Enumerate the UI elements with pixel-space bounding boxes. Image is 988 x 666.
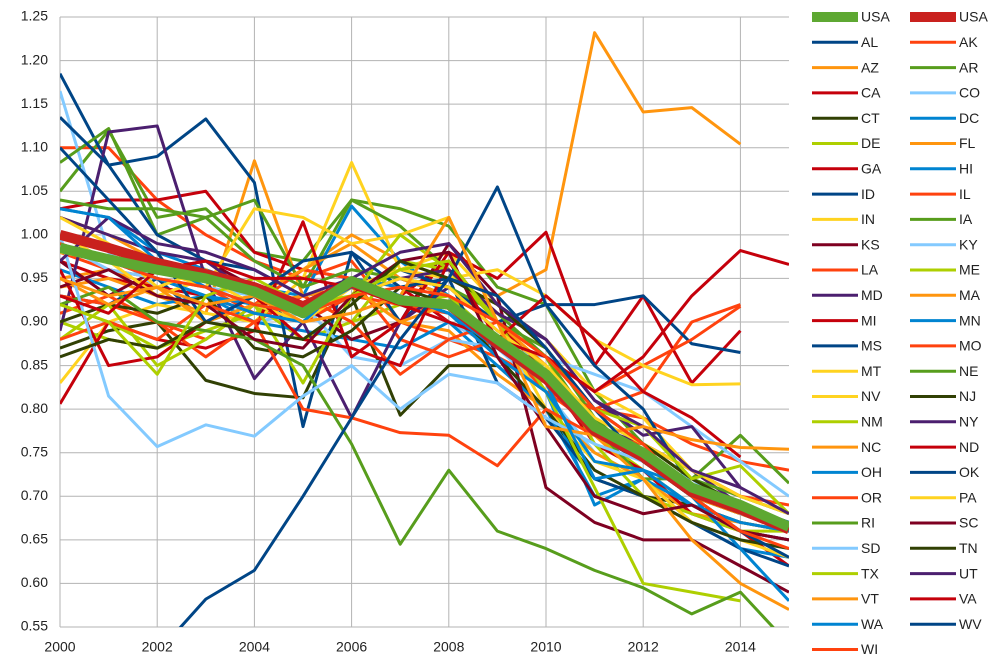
plot-area	[60, 31, 789, 627]
legend-label: NM	[861, 414, 883, 430]
legend-label: AZ	[861, 59, 879, 75]
legend-label: IA	[959, 211, 973, 227]
x-tick-label: 2002	[142, 639, 173, 655]
legend-label: SC	[959, 515, 978, 531]
series-line	[60, 259, 789, 515]
x-tick-label: 2000	[44, 639, 75, 655]
x-tick-label: 2010	[530, 639, 561, 655]
y-tick-label: 1.00	[21, 226, 48, 242]
y-tick-label: 0.95	[21, 269, 48, 285]
legend-label: MT	[861, 363, 882, 379]
x-tick-label: 2012	[628, 639, 659, 655]
legend-label: MI	[861, 312, 877, 328]
x-tick-label: 2014	[725, 639, 756, 655]
x-tick-label: 2004	[239, 639, 270, 655]
legend-label: NV	[861, 388, 881, 404]
legend-label: NC	[861, 439, 881, 455]
legend-label: AK	[959, 34, 978, 50]
series-line	[60, 285, 775, 627]
y-tick-label: 1.05	[21, 182, 48, 198]
y-tick-label: 0.65	[21, 531, 48, 547]
legend-label: DE	[861, 135, 880, 151]
legend-label: GA	[861, 161, 882, 177]
y-tick-label: 0.90	[21, 313, 48, 329]
series-line	[60, 233, 741, 603]
legend-label: AR	[959, 59, 978, 75]
y-tick-label: 0.85	[21, 356, 48, 372]
legend-label: NY	[959, 414, 979, 430]
legend-label: TN	[959, 540, 978, 556]
legend-label: ND	[959, 439, 979, 455]
legend-label: LA	[861, 262, 879, 278]
legend-label: CT	[861, 110, 880, 126]
legend-label: KS	[861, 236, 880, 252]
y-tick-label: 0.70	[21, 487, 48, 503]
legend-label: CA	[861, 85, 881, 101]
legend-label: WI	[861, 641, 878, 657]
legend-label: HI	[959, 161, 973, 177]
legend-label: MN	[959, 312, 981, 328]
x-tick-label: 2008	[433, 639, 464, 655]
legend-label: MS	[861, 338, 882, 354]
series-line	[60, 215, 789, 516]
legend-label: IL	[959, 186, 971, 202]
legend-label: ID	[861, 186, 875, 202]
series-line	[60, 259, 742, 459]
series-line	[60, 161, 789, 516]
legend-label: NJ	[959, 388, 976, 404]
legend-label: NE	[959, 363, 978, 379]
y-tick-label: 0.60	[21, 574, 48, 590]
legend-label: RI	[861, 515, 875, 531]
legend-label: AL	[861, 34, 878, 50]
legend-label: VA	[959, 591, 977, 607]
legend-label: CO	[959, 85, 980, 101]
legend-label: UT	[959, 565, 978, 581]
legend-label: OR	[861, 489, 882, 505]
legend-label: DC	[959, 110, 979, 126]
legend-label: SD	[861, 540, 880, 556]
y-tick-label: 0.80	[21, 400, 48, 416]
legend-label: WA	[861, 616, 884, 632]
legend-label: OK	[959, 464, 980, 480]
y-tick-label: 1.10	[21, 138, 48, 154]
y-tick-label: 1.20	[21, 51, 48, 67]
legend-label: FL	[959, 135, 976, 151]
legend-label: MD	[861, 287, 883, 303]
legend-label: USA	[861, 9, 890, 25]
y-tick-label: 1.15	[21, 95, 48, 111]
legend-label: KY	[959, 236, 978, 252]
y-tick-label: 0.55	[21, 618, 48, 634]
legend-label: ME	[959, 262, 980, 278]
legend-label: IN	[861, 211, 875, 227]
series-line	[60, 215, 789, 451]
y-tick-label: 0.75	[21, 443, 48, 459]
legend-label: PA	[959, 489, 977, 505]
legend-label: TX	[861, 565, 880, 581]
series-line	[60, 243, 789, 532]
legend-label: MO	[959, 338, 982, 354]
legend-label: OH	[861, 464, 882, 480]
legend-label: MA	[959, 287, 981, 303]
y-tick-label: 1.25	[21, 8, 48, 24]
legend-label: USA	[959, 9, 988, 25]
legend-label: VT	[861, 591, 879, 607]
x-tick-label: 2006	[336, 639, 367, 655]
legend-label: WV	[959, 616, 982, 632]
